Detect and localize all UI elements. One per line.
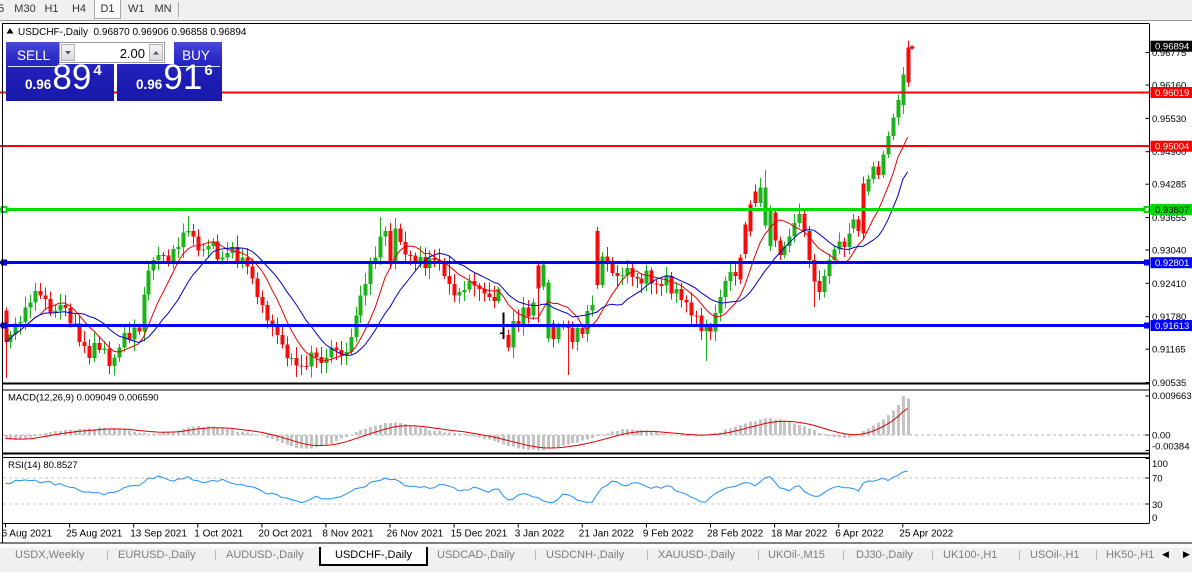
svg-text:0.90535: 0.90535: [1152, 378, 1186, 389]
svg-text:0.95004: 0.95004: [1155, 142, 1189, 153]
svg-text:0.96894: 0.96894: [1155, 42, 1189, 53]
svg-text:0.96160: 0.96160: [1152, 81, 1186, 92]
svg-text:0.94285: 0.94285: [1152, 180, 1186, 191]
svg-text:USDCHF-,Daily 0.96870 0.96906: USDCHF-,Daily 0.96870 0.96906 0.96858 0.…: [18, 27, 247, 38]
svg-text:6 Aug 2021: 6 Aug 2021: [2, 529, 53, 540]
svg-text:0.95530: 0.95530: [1152, 114, 1186, 125]
svg-text:0.92801: 0.92801: [1155, 258, 1189, 269]
svg-text:1 Oct 2021: 1 Oct 2021: [194, 529, 243, 540]
svg-text:6 Apr 2022: 6 Apr 2022: [835, 529, 884, 540]
svg-text:0.96775: 0.96775: [1152, 48, 1186, 59]
svg-text:25 Apr 2022: 25 Apr 2022: [899, 529, 953, 540]
svg-text:8 Nov 2021: 8 Nov 2021: [322, 529, 374, 540]
svg-text:0.93655: 0.93655: [1152, 213, 1186, 224]
svg-text:0.94900: 0.94900: [1152, 147, 1186, 158]
svg-text:0.96019: 0.96019: [1155, 88, 1189, 99]
svg-text:0.93040: 0.93040: [1152, 246, 1186, 257]
svg-text:100: 100: [1152, 459, 1168, 470]
svg-text:26 Nov 2021: 26 Nov 2021: [387, 529, 444, 540]
svg-text:15 Dec 2021: 15 Dec 2021: [451, 529, 508, 540]
svg-text:0.92410: 0.92410: [1152, 279, 1186, 290]
svg-text:25 Aug 2021: 25 Aug 2021: [66, 529, 123, 540]
svg-text:0.93807: 0.93807: [1155, 205, 1189, 216]
svg-text:20 Oct 2021: 20 Oct 2021: [258, 529, 313, 540]
svg-text:0.00: 0.00: [1152, 431, 1171, 442]
svg-text:0.009663: 0.009663: [1152, 391, 1192, 402]
svg-text:MACD(12,26,9) 0.009049 0.00659: MACD(12,26,9) 0.009049 0.006590: [8, 393, 159, 404]
svg-text:RSI(14) 80.8527: RSI(14) 80.8527: [8, 460, 78, 471]
svg-text:0.91780: 0.91780: [1152, 312, 1186, 323]
svg-text:28 Feb 2022: 28 Feb 2022: [707, 529, 764, 540]
svg-text:0.91613: 0.91613: [1155, 321, 1189, 332]
svg-text:0.91165: 0.91165: [1152, 345, 1186, 356]
svg-text:9 Feb 2022: 9 Feb 2022: [643, 529, 694, 540]
svg-text:70: 70: [1152, 474, 1163, 485]
svg-text:30: 30: [1152, 500, 1163, 511]
svg-text:21 Jan 2022: 21 Jan 2022: [579, 529, 634, 540]
svg-text:0: 0: [1152, 513, 1157, 524]
svg-text:3 Jan 2022: 3 Jan 2022: [515, 529, 565, 540]
svg-text:-0.00384: -0.00384: [1152, 442, 1190, 453]
svg-text:13 Sep 2021: 13 Sep 2021: [130, 529, 187, 540]
svg-text:18 Mar 2022: 18 Mar 2022: [771, 529, 828, 540]
